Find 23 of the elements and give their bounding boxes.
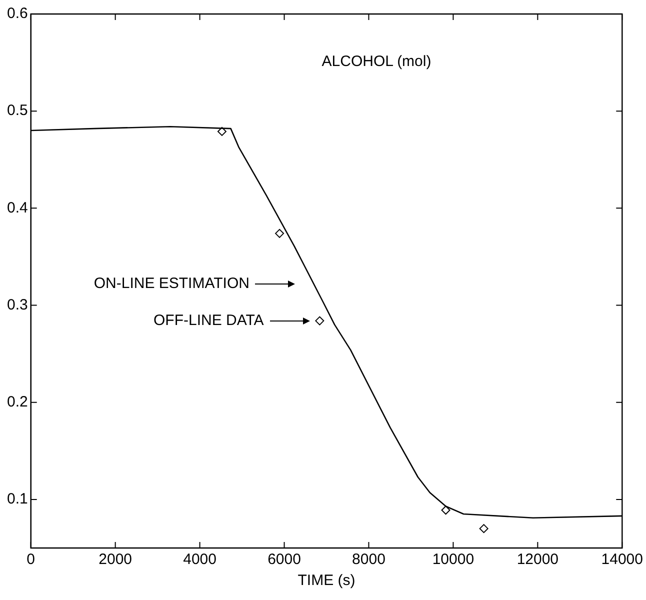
- x-tick-label: 2000: [98, 551, 132, 568]
- x-tick-label: 8000: [352, 551, 386, 568]
- point: [479, 524, 488, 534]
- y-tick-label: 0.5: [6, 102, 28, 120]
- point: [441, 506, 450, 515]
- y-tick-label: 0.1: [6, 490, 28, 508]
- x-axis-title: TIME (s): [298, 572, 356, 590]
- y-tick-label: 0.3: [6, 296, 28, 314]
- annotation: OFF-LINE DATA: [153, 312, 264, 330]
- x-tick-label: 6000: [268, 551, 301, 568]
- y-tick-label: 0.4: [6, 199, 28, 216]
- y-tick-label: 0.2: [6, 394, 28, 411]
- x-tick-label: 4000: [183, 551, 216, 568]
- x-tick-label: 0: [26, 551, 36, 568]
- x-tick-label: 10000: [432, 551, 474, 568]
- x-tick-label: 12000: [516, 551, 559, 568]
- point: [217, 126, 226, 136]
- point: [315, 316, 324, 326]
- x-tick-label: 14000: [601, 551, 644, 568]
- point: [275, 228, 284, 238]
- text: ALCOHOL (mol): [322, 53, 432, 70]
- annotation: ON-LINE ESTIMATION: [94, 274, 250, 292]
- y-tick-label: 0.6: [6, 5, 28, 22]
